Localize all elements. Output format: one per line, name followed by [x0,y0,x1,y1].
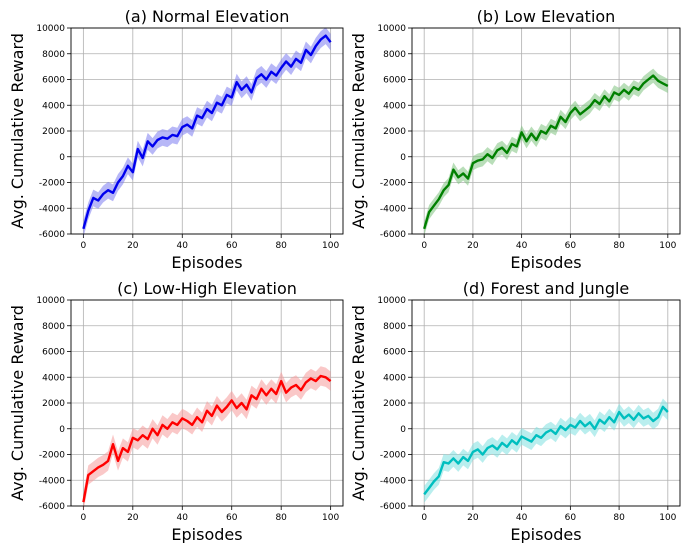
x-tick-label: 20 [467,241,479,251]
chart-panel-2: 0 20 40 60 80 100 -6000 -4000 -2000 0 2000 4000 6000… [349,7,681,272]
chart-panel-3: 0 20 40 60 80 100 -6000 -4000 -2000 0 2000 4000 6000… [8,279,344,543]
y-tick-label: 2000 [383,127,406,137]
confidence-band [83,27,331,238]
y-axis-label: Avg. Cumulative Reward [8,33,27,229]
y-axis-label: Avg. Cumulative Reward [8,305,27,501]
y-tick-label: 8000 [383,50,406,60]
y-tick-label: 6000 [383,348,406,358]
y-tick-label: 6000 [383,76,406,86]
confidence-band [424,398,668,503]
y-tick-label: -2000 [380,179,406,189]
x-tick-label: 100 [322,513,339,523]
y-tick-label: 8000 [42,322,65,332]
y-tick-label: 4000 [42,101,65,111]
plot-frame [411,299,681,507]
y-tick-label: 6000 [42,76,65,86]
x-tick-label: 100 [659,241,676,251]
chart-panel-1: 0 20 40 60 80 100 -6000 -4000 -2000 0 2000 4000 6000… [8,7,344,272]
y-tick-label: 8000 [383,322,406,332]
x-tick-label: 40 [177,513,189,523]
y-tick-label: 4000 [383,101,406,111]
y-tick-label: 2000 [42,127,65,137]
x-tick-label: 20 [127,513,139,523]
x-tick-label: 0 [421,513,427,523]
y-axis-label: Avg. Cumulative Reward [349,33,368,229]
chart-title: (a) Normal Elevation [125,7,290,26]
y-tick-label: 10000 [377,296,406,306]
chart-title: (b) Low Elevation [477,7,616,26]
y-tick-label: 6000 [42,348,65,358]
y-tick-label: 2000 [383,399,406,409]
y-tick-label: -2000 [39,451,65,461]
y-tick-label: 10000 [377,24,406,34]
x-axis-label: Episodes [510,253,581,272]
y-tick-label: 4000 [383,373,406,383]
x-tick-label: 100 [322,241,339,251]
x-tick-label: 80 [275,241,287,251]
plot-frame [70,299,344,507]
x-tick-label: 80 [275,513,287,523]
x-tick-label: 60 [226,513,238,523]
x-tick-label: 20 [127,241,139,251]
x-tick-label: 0 [80,241,86,251]
chart-title: (c) Low-High Elevation [117,279,297,298]
y-tick-label: 4000 [42,373,65,383]
y-tick-label: -4000 [39,204,65,214]
plot-frame [411,27,681,235]
series-line [423,74,669,230]
x-tick-label: 60 [565,241,577,251]
chart-panel-4: 0 20 40 60 80 100 -6000 -4000 -2000 0 2000 4000 6000… [349,279,681,543]
confidence-band [424,68,668,236]
x-tick-label: 20 [467,513,479,523]
y-tick-label: -4000 [380,204,406,214]
series-line [82,374,332,503]
y-tick-label: -6000 [380,230,406,240]
x-tick-label: 100 [659,513,676,523]
y-tick-label: 8000 [42,50,65,60]
y-tick-label: -2000 [380,451,406,461]
x-axis-label: Episodes [510,525,581,543]
y-tick-label: 0 [400,153,406,163]
y-tick-label: 10000 [36,296,65,306]
y-tick-label: -6000 [380,502,406,512]
series-line [423,405,669,496]
x-tick-label: 0 [421,241,427,251]
x-tick-label: 60 [226,241,238,251]
y-tick-label: 0 [59,425,65,435]
x-tick-label: 40 [177,241,189,251]
y-tick-label: 0 [400,425,406,435]
x-tick-label: 80 [613,241,625,251]
y-tick-label: 2000 [42,399,65,409]
y-axis-label: Avg. Cumulative Reward [349,305,368,501]
y-tick-label: -4000 [380,476,406,486]
confidence-band [83,366,331,512]
x-tick-label: 80 [613,513,625,523]
y-tick-label: -6000 [39,230,65,240]
x-tick-label: 40 [516,513,528,523]
x-tick-label: 0 [80,513,86,523]
x-axis-label: Episodes [171,253,242,272]
x-tick-label: 60 [565,513,577,523]
x-axis-label: Episodes [171,525,242,543]
y-tick-label: -2000 [39,179,65,189]
y-tick-label: -6000 [39,502,65,512]
chart-title: (d) Forest and Jungle [463,279,630,298]
plot-frame [70,27,344,235]
series-line [82,34,332,230]
y-tick-label: 0 [59,153,65,163]
y-tick-label: -4000 [39,476,65,486]
x-tick-label: 40 [516,241,528,251]
y-tick-label: 10000 [36,24,65,34]
